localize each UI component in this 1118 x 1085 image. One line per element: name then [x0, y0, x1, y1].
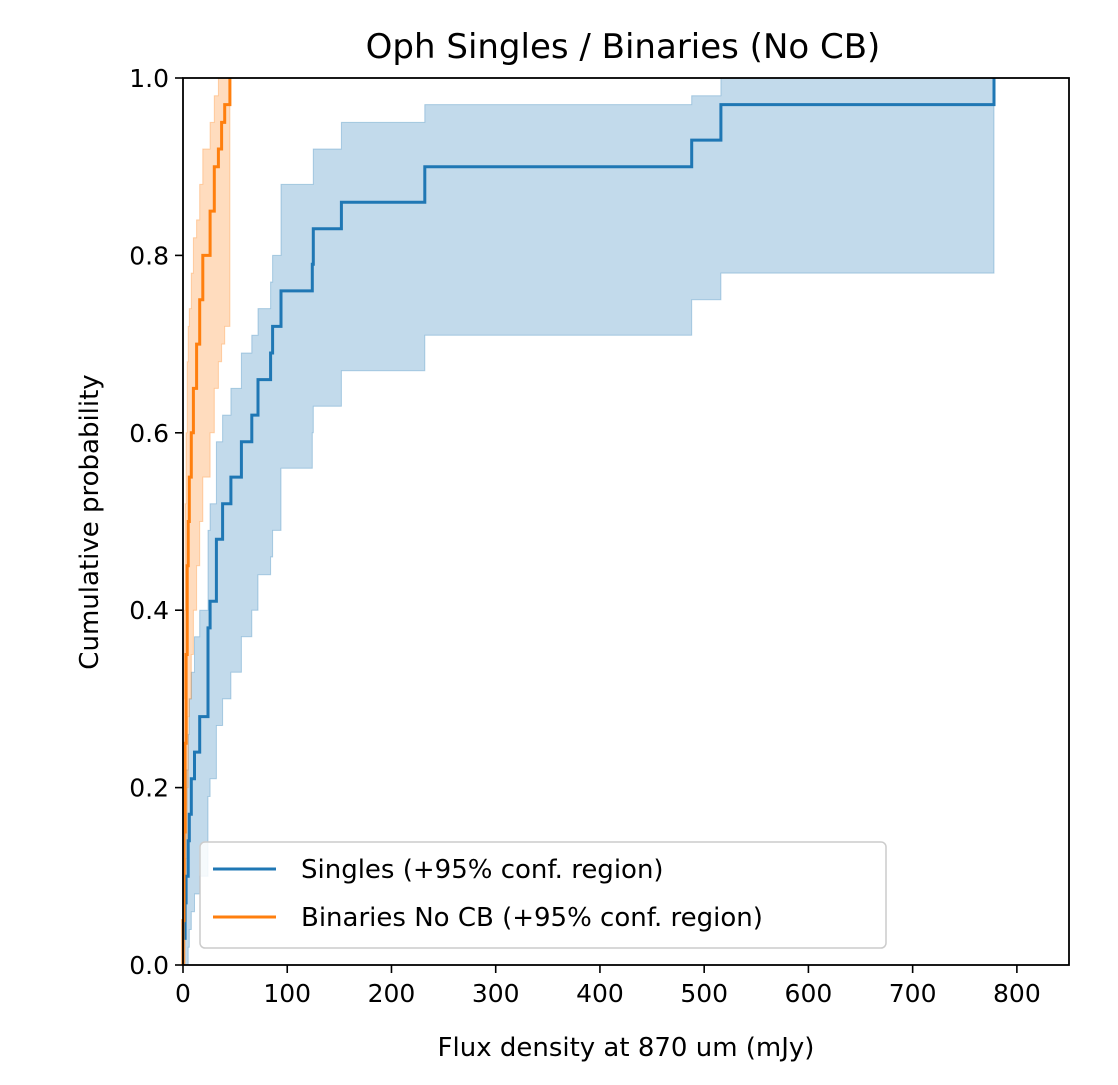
confidence-band-singles: [182, 77, 995, 966]
x-tick-label: 500: [680, 979, 728, 1008]
confidence-band-binaries: [182, 77, 231, 966]
legend: Singles (+95% conf. region) Binaries No …: [199, 841, 887, 949]
x-tick-label: 700: [889, 979, 937, 1008]
x-tick-label: 400: [576, 979, 624, 1008]
y-tick-label: 0.0: [129, 951, 169, 980]
x-tick-label: 200: [368, 979, 416, 1008]
legend-label-singles: Singles (+95% conf. region): [301, 855, 664, 885]
x-axis-label: Flux density at 870 um (mJy): [438, 1033, 815, 1063]
y-tick-label: 1.0: [129, 64, 169, 93]
confidence-bands: [182, 77, 995, 966]
x-tick-label: 600: [785, 979, 833, 1008]
y-tick-label: 0.6: [129, 419, 169, 448]
series-lines: [181, 78, 996, 965]
x-tick-label: 100: [263, 979, 311, 1008]
legend-box: [199, 841, 887, 949]
y-axis-ticks: 0.0 0.2 0.4 0.6 0.8 1.0: [129, 64, 183, 980]
legend-label-binaries: Binaries No CB (+95% conf. region): [301, 903, 763, 933]
x-tick-label: 0: [175, 979, 191, 1008]
y-tick-label: 0.2: [129, 774, 169, 803]
chart-title: Oph Singles / Binaries (No CB): [366, 27, 881, 67]
series-line-binaries: [181, 78, 232, 965]
series-line-singles: [181, 78, 996, 965]
x-tick-label: 800: [993, 979, 1041, 1008]
plot-frame: [182, 77, 1070, 966]
x-tick-label: 300: [472, 979, 520, 1008]
y-axis-label: Cumulative probability: [75, 374, 105, 669]
x-axis-ticks: 0 100 200 300 400 500 600 700 800: [175, 965, 1041, 1008]
y-tick-label: 0.4: [129, 596, 169, 625]
y-tick-label: 0.8: [129, 241, 169, 270]
